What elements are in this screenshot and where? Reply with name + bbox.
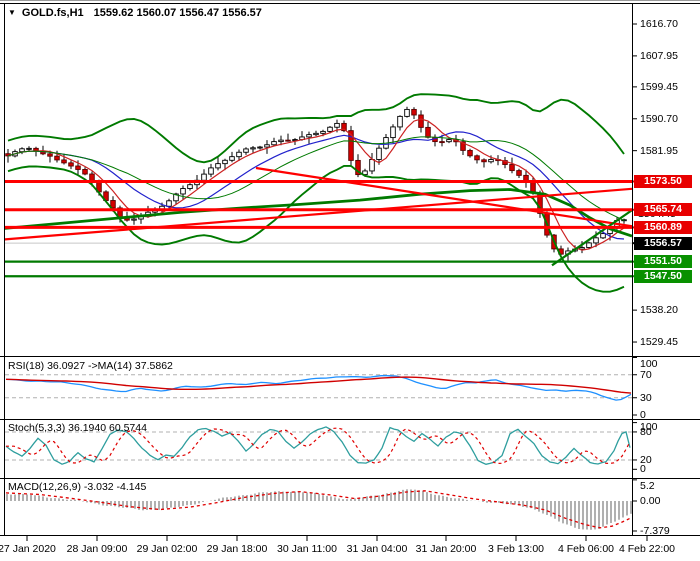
price-tick-label: 1538.20 xyxy=(640,304,678,317)
rsi-scale-label: 30 xyxy=(640,391,652,404)
resistance-price-badge: 1560.89 xyxy=(634,220,692,234)
time-tick-label: 29 Jan 02:00 xyxy=(136,543,198,555)
time-tick-label: 31 Jan 04:00 xyxy=(346,543,408,555)
main-panel-top-border xyxy=(0,3,700,4)
stoch-scale-label: 0 xyxy=(640,463,646,476)
resistance-price-badge: 1565.74 xyxy=(634,203,692,217)
rsi-scale-label: 100 xyxy=(640,358,658,370)
current-price-price-badge: 1556.57 xyxy=(634,236,692,250)
time-tick-label: 30 Jan 11:00 xyxy=(277,543,337,555)
price-tick-label: 1529.45 xyxy=(640,336,678,349)
price-tick-label: 1616.70 xyxy=(640,18,678,30)
time-tick-label: 3 Feb 13:00 xyxy=(487,543,545,555)
support-price-badge: 1547.50 xyxy=(634,269,692,283)
stoch-label: Stoch(5,3,3) 36.1940 60.5744 xyxy=(8,422,147,434)
price-tick-label: 1607.95 xyxy=(640,49,678,62)
stoch-scale-label: 80 xyxy=(640,425,652,438)
rsi-scale-label: 0 xyxy=(640,409,646,421)
stoch-scale-label: 100 xyxy=(640,421,658,433)
time-axis-line xyxy=(0,535,700,536)
stoch-panel-separator xyxy=(0,419,700,420)
macd-scale-label: -7.379 xyxy=(640,525,670,537)
time-tick-label: 4 Feb 06:00 xyxy=(557,543,615,555)
time-tick-label: 31 Jan 20:00 xyxy=(415,543,477,555)
support-price-badge: 1551.50 xyxy=(634,255,692,269)
time-tick-label: 29 Jan 18:00 xyxy=(206,543,268,555)
price-tick-label: 1590.70 xyxy=(640,112,678,125)
main-chart-area[interactable] xyxy=(0,3,633,356)
plot-right-border xyxy=(632,3,633,536)
time-tick-label: 27 Jan 2020 xyxy=(0,543,56,555)
macd-label: MACD(12,26,9) -3.032 -4.145 xyxy=(8,481,147,493)
macd-panel-separator xyxy=(0,478,700,479)
price-tick-label: 1599.45 xyxy=(640,80,678,93)
rsi-panel-separator xyxy=(0,356,700,357)
symbol-dropdown-icon[interactable]: ▼ xyxy=(8,8,16,17)
ohlc-quote-label: 1559.62 1560.07 1556.47 1556.57 xyxy=(93,7,262,19)
time-tick-label: 4 Feb 22:00 xyxy=(618,543,676,555)
price-tick-label: 1581.95 xyxy=(640,144,678,157)
time-tick-label: 28 Jan 09:00 xyxy=(66,543,128,555)
chart-title: ▼ GOLD.fs,H1 1559.62 1560.07 1556.47 155… xyxy=(8,7,262,19)
rsi-scale-label: 70 xyxy=(640,368,652,381)
macd-scale-label: 0.00 xyxy=(640,495,661,507)
rsi-label: RSI(18) 36.0927 ->MA(14) 37.5862 xyxy=(8,360,173,372)
resistance-price-badge: 1573.50 xyxy=(634,174,692,188)
symbol-timeframe-label: GOLD.fs,H1 xyxy=(21,7,84,19)
macd-scale-label: 5.2 xyxy=(640,480,655,492)
stoch-scale-label: 20 xyxy=(640,453,652,466)
plot-left-border xyxy=(4,3,5,536)
